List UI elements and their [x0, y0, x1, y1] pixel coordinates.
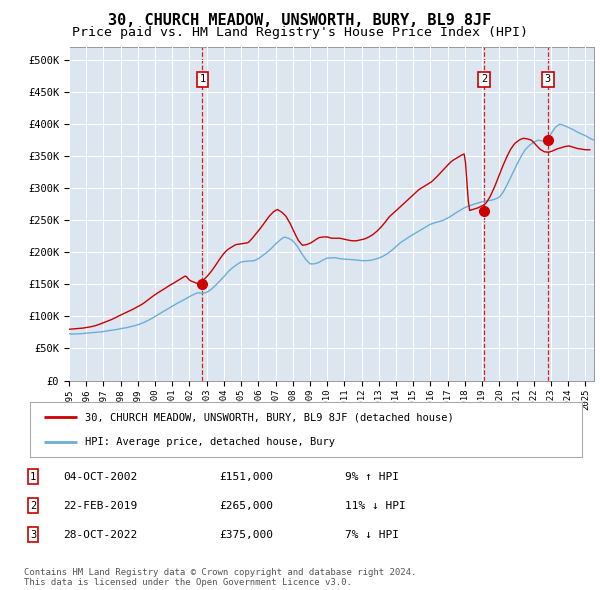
Text: Price paid vs. HM Land Registry's House Price Index (HPI): Price paid vs. HM Land Registry's House … — [72, 26, 528, 39]
Text: Contains HM Land Registry data © Crown copyright and database right 2024.
This d: Contains HM Land Registry data © Crown c… — [24, 568, 416, 587]
Text: 2: 2 — [30, 501, 36, 510]
Text: 3: 3 — [545, 74, 551, 84]
Text: HPI: Average price, detached house, Bury: HPI: Average price, detached house, Bury — [85, 437, 335, 447]
Text: £265,000: £265,000 — [219, 501, 273, 510]
Text: £151,000: £151,000 — [219, 472, 273, 481]
Text: 7% ↓ HPI: 7% ↓ HPI — [345, 530, 399, 539]
Text: 22-FEB-2019: 22-FEB-2019 — [63, 501, 137, 510]
Text: 1: 1 — [199, 74, 206, 84]
Text: 11% ↓ HPI: 11% ↓ HPI — [345, 501, 406, 510]
Text: 04-OCT-2002: 04-OCT-2002 — [63, 472, 137, 481]
Text: 3: 3 — [30, 530, 36, 539]
Text: 30, CHURCH MEADOW, UNSWORTH, BURY, BL9 8JF: 30, CHURCH MEADOW, UNSWORTH, BURY, BL9 8… — [109, 13, 491, 28]
Text: £375,000: £375,000 — [219, 530, 273, 539]
Text: 28-OCT-2022: 28-OCT-2022 — [63, 530, 137, 539]
Text: 1: 1 — [30, 472, 36, 481]
Text: 30, CHURCH MEADOW, UNSWORTH, BURY, BL9 8JF (detached house): 30, CHURCH MEADOW, UNSWORTH, BURY, BL9 8… — [85, 412, 454, 422]
Text: 2: 2 — [481, 74, 487, 84]
Text: 9% ↑ HPI: 9% ↑ HPI — [345, 472, 399, 481]
